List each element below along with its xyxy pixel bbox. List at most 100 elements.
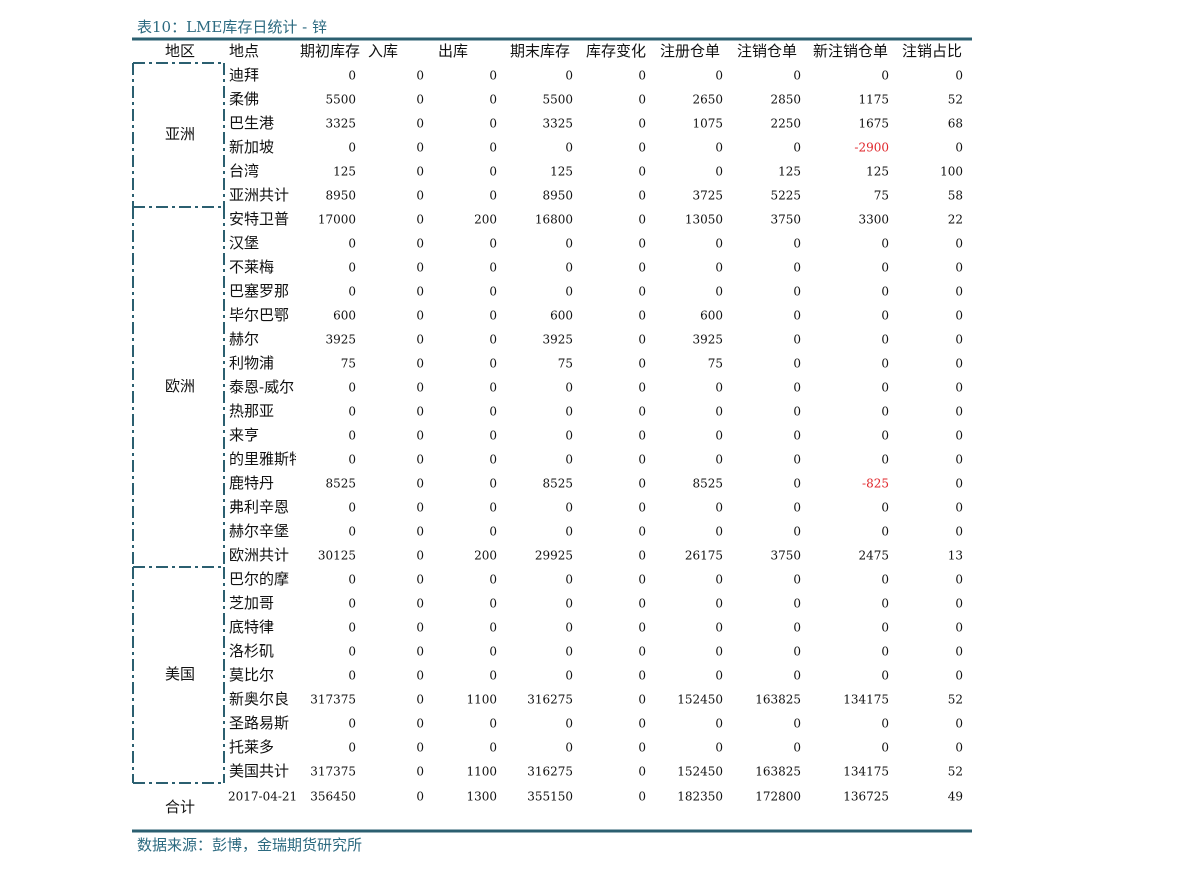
number-cell: 0 [715,69,723,83]
location-cell: 圣路易斯 [229,714,289,732]
number-cell: 0 [715,165,723,179]
number-cell: 0 [416,573,424,587]
location-cell: 赫尔 [229,330,259,348]
source-note: 数据来源：彭博，金瑞期货研究所 [137,836,362,854]
number-cell: 0 [793,285,801,299]
number-cell: 355150 [527,790,573,804]
number-cell: 0 [638,717,646,731]
number-cell: 0 [489,645,497,659]
location-cell: 弗利辛恩 [229,498,289,516]
number-cell: 0 [416,429,424,443]
number-cell: 0 [715,597,723,611]
number-cell: 0 [416,717,424,731]
number-cell: 0 [565,141,573,155]
number-cell: 3925 [692,333,723,347]
region-label: 美国 [165,665,195,683]
number-cell: 125 [778,165,801,179]
column-header: 新注销仓单 [813,42,888,60]
location-cell: 美国共计 [229,762,289,780]
number-cell: 0 [955,501,963,515]
number-cell: 2250 [770,117,801,131]
number-cell: 5500 [542,93,573,107]
location-cell: 托莱多 [229,738,274,756]
number-cell: 0 [489,69,497,83]
number-cell: 0 [416,525,424,539]
number-cell: 0 [416,741,424,755]
location-cell: 鹿特丹 [229,474,274,492]
number-cell: 0 [416,501,424,515]
number-cell: 0 [793,573,801,587]
number-cell: 0 [881,285,889,299]
number-cell: 1175 [858,93,889,107]
number-cell: 0 [348,237,356,251]
number-cell: 0 [416,357,424,371]
number-cell: 0 [715,573,723,587]
number-cell: 0 [489,189,497,203]
number-cell: 0 [565,261,573,275]
number-cell: 317375 [310,765,356,779]
number-cell: 0 [793,309,801,323]
number-cell: 0 [489,429,497,443]
number-cell: 0 [489,453,497,467]
number-cell: 0 [638,741,646,755]
number-cell: 0 [715,621,723,635]
number-cell: 0 [348,669,356,683]
number-cell: 0 [565,525,573,539]
number-cell: 0 [715,261,723,275]
number-cell: 8525 [325,477,356,491]
number-cell: 0 [416,790,424,804]
number-cell: 0 [348,429,356,443]
number-cell: 0 [638,501,646,515]
number-cell: 134175 [843,765,889,779]
number-cell: 0 [416,549,424,563]
number-cell: 0 [565,669,573,683]
number-cell: 0 [881,621,889,635]
number-cell: 200 [474,213,497,227]
number-cell: 0 [565,501,573,515]
location-cell: 热那亚 [229,402,274,420]
number-cell: 0 [489,309,497,323]
number-cell: 0 [881,597,889,611]
number-cell: 0 [638,765,646,779]
number-cell: 0 [565,453,573,467]
number-cell: 0 [955,405,963,419]
number-cell: 3300 [858,213,889,227]
number-cell: 0 [416,213,424,227]
number-cell: 0 [638,693,646,707]
number-cell: 0 [489,621,497,635]
number-cell: 0 [715,669,723,683]
number-cell: 172800 [755,790,801,804]
number-cell: 0 [638,165,646,179]
number-cell: 0 [416,669,424,683]
location-cell: 台湾 [229,162,259,180]
number-cell: 0 [638,69,646,83]
number-cell: 52 [948,765,963,779]
number-cell: 8950 [325,189,356,203]
number-cell: 0 [715,429,723,443]
number-cell: 0 [638,189,646,203]
number-cell: 0 [793,69,801,83]
number-cell: 0 [489,93,497,107]
number-cell: 0 [881,405,889,419]
number-cell: 5500 [325,93,356,107]
number-cell: 75 [708,357,723,371]
location-cell: 柔佛 [229,90,259,108]
number-cell: 0 [565,621,573,635]
number-cell: 0 [489,525,497,539]
number-cell: 0 [416,597,424,611]
number-cell: 1100 [466,765,497,779]
number-cell: 0 [793,333,801,347]
number-cell: 0 [881,573,889,587]
number-cell: 0 [565,597,573,611]
number-cell: 0 [638,237,646,251]
number-cell: 29925 [535,549,573,563]
number-cell: 0 [638,381,646,395]
number-cell: 3325 [325,117,356,131]
number-cell: 3325 [542,117,573,131]
number-cell: 0 [565,405,573,419]
number-cell: 0 [416,645,424,659]
number-cell: 0 [489,285,497,299]
number-cell: 0 [881,381,889,395]
number-cell: 0 [638,477,646,491]
